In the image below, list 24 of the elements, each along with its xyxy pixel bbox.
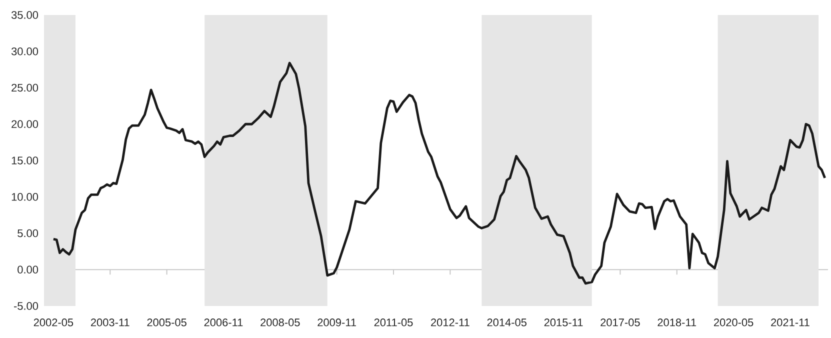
y-tick-label: 5.00 <box>18 229 38 238</box>
y-tick-label: 20.00 <box>12 120 38 128</box>
y-tick-label: 35.00 <box>11 11 38 19</box>
x-tick-label: 2011-05 <box>374 318 413 326</box>
y-tick-label: 15.00 <box>12 156 38 164</box>
x-tick-label: 2002-05 <box>34 318 74 326</box>
x-tick-label: 2020-05 <box>714 318 754 326</box>
y-tick-label: 0.00 <box>18 266 38 274</box>
y-tick-label: -5.00 <box>14 302 38 310</box>
x-tick-label: 2015-11 <box>544 318 583 326</box>
x-tick-label: 2012-11 <box>431 318 470 326</box>
x-tick-label: 2006-11 <box>204 318 243 326</box>
y-tick-label: 30.00 <box>11 48 38 56</box>
x-tick-label: 2005-05 <box>147 318 186 326</box>
x-tick-label: 2018-11 <box>658 318 696 326</box>
x-tick-label: 2021-11 <box>771 318 810 326</box>
y-tick-label: 25.00 <box>12 84 38 92</box>
y-tick-label: 10.00 <box>12 193 38 201</box>
x-tick-label: 2008-05 <box>260 318 300 326</box>
line-series <box>52 62 826 285</box>
x-tick-label: 2009-11 <box>318 318 356 326</box>
x-tick-label: 2014-05 <box>487 318 526 326</box>
x-tick-label: 2003-11 <box>90 318 130 326</box>
x-tick-label: 2017-05 <box>600 318 640 326</box>
